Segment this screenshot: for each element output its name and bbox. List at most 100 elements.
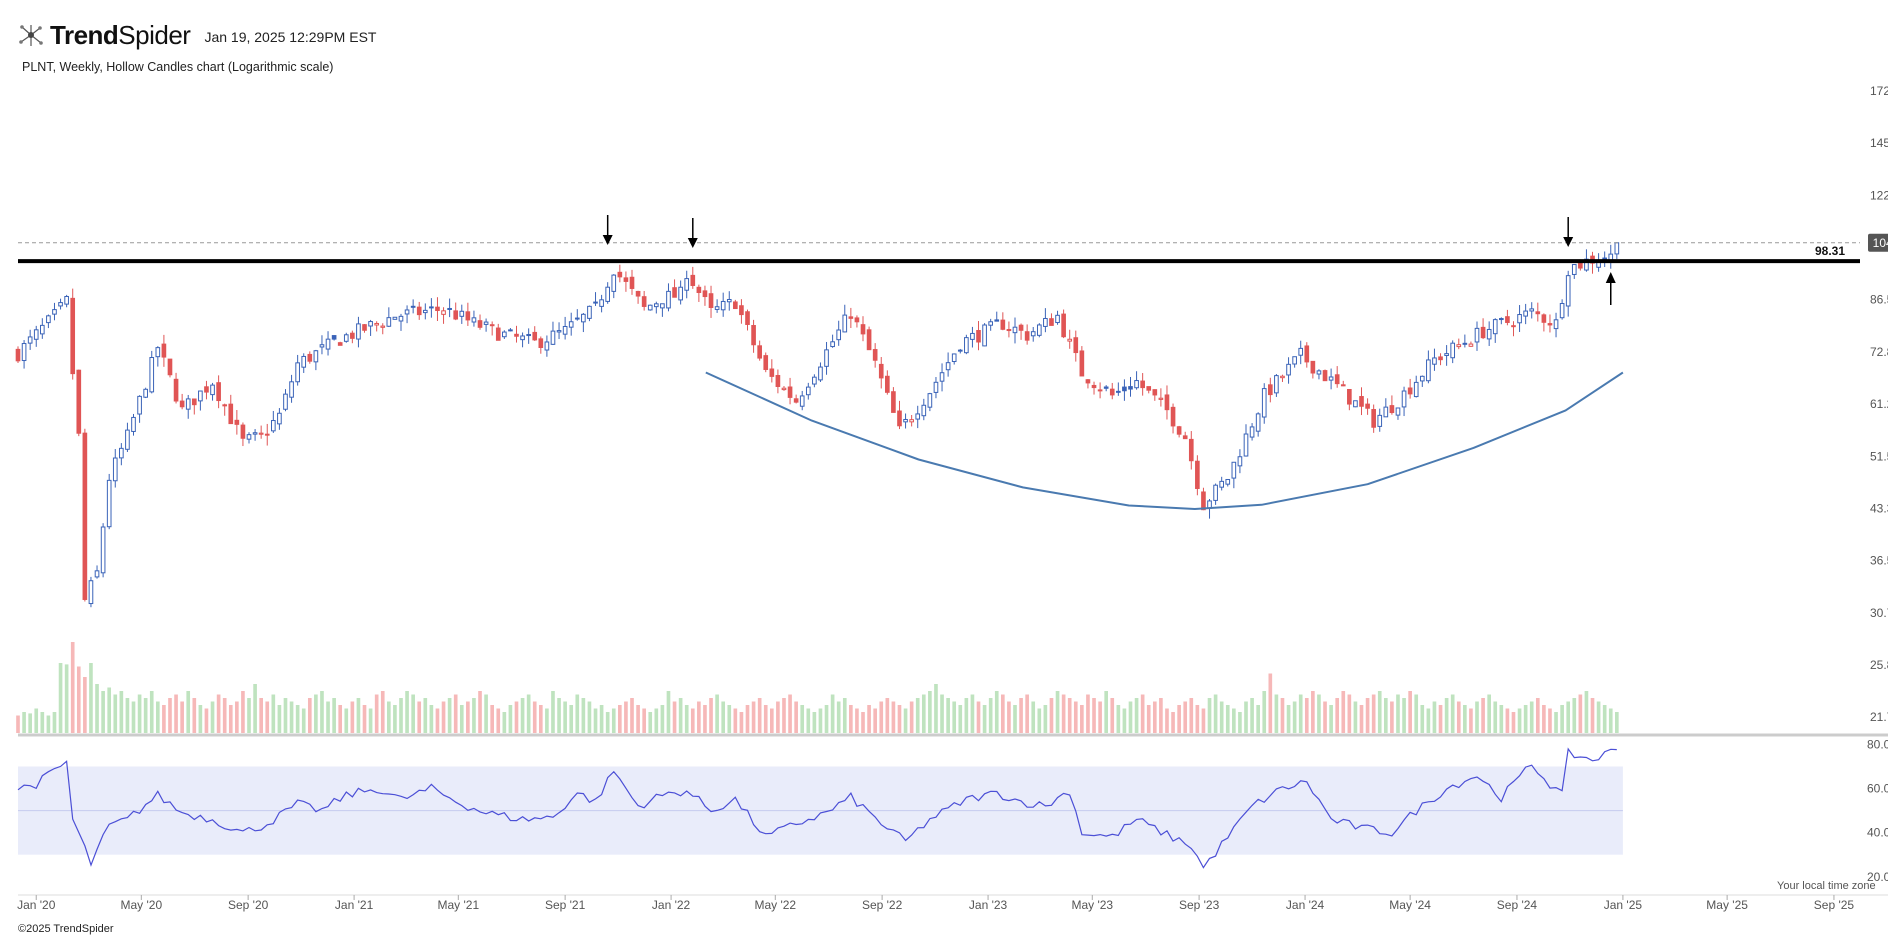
candle-body [1505, 316, 1510, 323]
volume-bar [40, 712, 45, 733]
candle-body [915, 413, 921, 420]
candle-body [605, 286, 611, 302]
last-price-badge [1868, 233, 1888, 252]
candle-body [1523, 310, 1528, 317]
volume-bar [952, 701, 957, 733]
volume-bar [1080, 705, 1084, 733]
candle-body [477, 320, 483, 328]
candle-body [1371, 409, 1376, 428]
candle-body [702, 290, 708, 298]
candle-body [1158, 397, 1164, 400]
volume-bar [131, 701, 136, 733]
candle-body [125, 429, 130, 450]
candle-body [167, 358, 173, 376]
candle-body [1006, 329, 1012, 332]
volume-bar [168, 698, 172, 733]
logo-text-spider: Spider [118, 19, 191, 50]
candle-body [1450, 342, 1456, 359]
price-axis-label: 30.71 [1870, 606, 1888, 620]
candle-body [1274, 375, 1279, 394]
volume-bar [393, 705, 397, 733]
x-axis-label: May '20 [120, 898, 162, 912]
candle-body [769, 368, 775, 377]
volume-bar [867, 705, 871, 733]
volume-bar [648, 712, 653, 733]
volume-bar [447, 698, 452, 733]
volume-bar [1238, 712, 1242, 733]
resistance-label: 98.31 [1815, 244, 1845, 258]
candle-body [1298, 347, 1304, 356]
candle-body [112, 457, 118, 482]
volume-bar [143, 698, 148, 733]
candle-body [1499, 318, 1504, 321]
volume-bar [757, 698, 762, 733]
volume-bar [496, 708, 501, 733]
candle-body [830, 341, 835, 348]
candle-body [15, 348, 21, 362]
volume-bar [198, 705, 203, 733]
volume-bar [149, 691, 154, 733]
volume-bar [824, 705, 829, 733]
candle-body [1219, 480, 1225, 488]
candle-body [277, 412, 282, 425]
candle-body [684, 278, 690, 291]
volume-bar [314, 694, 318, 733]
volume-bar [1140, 694, 1145, 733]
volume-bar [1177, 705, 1181, 733]
volume-bar [733, 708, 738, 733]
candle-body [222, 404, 228, 407]
candle-body [1134, 380, 1139, 389]
volume-bar [934, 684, 938, 733]
volume-bar [484, 694, 488, 733]
volume-bar [222, 698, 227, 733]
volume-bar [709, 698, 713, 733]
candle-body [1024, 331, 1030, 341]
volume-bar [982, 705, 987, 733]
volume-bar [1195, 705, 1200, 733]
candle-body [70, 297, 76, 375]
volume-bar [76, 666, 81, 733]
volume-bar [368, 708, 373, 733]
volume-bar [472, 698, 476, 733]
x-axis-label: Jan '24 [1286, 898, 1325, 912]
volume-bar [1456, 701, 1461, 733]
candle-body [1036, 324, 1042, 336]
candle-body [1225, 478, 1231, 485]
volume-bar [137, 694, 142, 733]
candle-body [866, 329, 872, 351]
volume-bar [295, 705, 300, 733]
x-axis-label: Jan '25 [1604, 898, 1643, 912]
volume-bar [265, 701, 270, 733]
candle-body [52, 309, 57, 315]
candle-body [1067, 338, 1073, 342]
candle-body [623, 277, 629, 282]
volume-bar [1414, 694, 1419, 733]
volume-bar [1359, 705, 1364, 733]
volume-bar [28, 713, 32, 733]
volume-bar [921, 694, 926, 733]
price-axis-label: 25.84 [1870, 658, 1888, 672]
candle-body [240, 424, 246, 439]
candle-body [544, 341, 550, 351]
volume-bar [1347, 694, 1352, 733]
candle-body [1517, 314, 1522, 324]
volume-bar [563, 701, 567, 733]
volume-bar [119, 691, 124, 733]
volume-bar [502, 712, 507, 733]
volume-bar [1383, 698, 1388, 733]
volume-bar [435, 708, 440, 733]
candle-body [465, 311, 471, 321]
volume-bar [192, 698, 197, 733]
candle-body [1280, 375, 1285, 379]
volume-bar [672, 701, 677, 733]
candle-body [1213, 484, 1218, 501]
volume-bar [466, 701, 470, 733]
candle-body [666, 290, 671, 309]
candle-body [489, 324, 495, 327]
volume-bar [83, 677, 87, 733]
volume-bar [423, 698, 428, 733]
volume-bar [107, 687, 112, 733]
volume-bar [611, 708, 616, 733]
volume-bar [1590, 698, 1595, 733]
